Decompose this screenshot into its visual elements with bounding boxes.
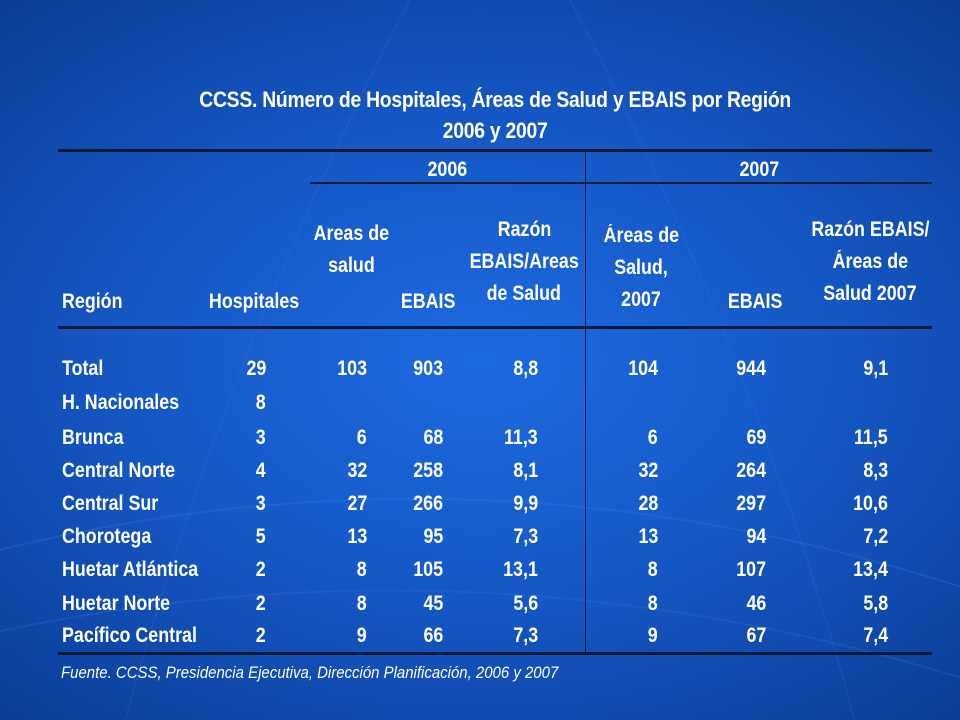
cell-ebais-2007: 94 <box>746 525 766 548</box>
cell-hospitales: 2 <box>256 624 266 647</box>
cell-razon-2006: 5,6 <box>513 592 538 615</box>
cell-areas-2007: 6 <box>648 426 658 449</box>
cell-razon-2007: 7,4 <box>863 624 888 647</box>
year-rule <box>310 182 932 184</box>
cell-razon-2007: 9,1 <box>863 357 888 380</box>
cell-areas-2006: 103 <box>337 357 367 380</box>
cell-hospitales: 2 <box>256 558 266 581</box>
cell-ebais-2007 <box>700 386 766 419</box>
cell-ebais-2006: 258 <box>413 459 443 482</box>
cell-ebais-2006: 68 <box>423 426 443 449</box>
cell-razon-2006: 9,9 <box>513 492 538 515</box>
cell-razon-2006: 7,3 <box>513 624 538 647</box>
cell-ebais-2006: 266 <box>413 492 443 515</box>
cell-region: Huetar Atlántica <box>62 558 199 581</box>
cell-razon-2007: 11,5 <box>854 426 888 449</box>
cell-areas-2006: 6 <box>357 426 367 449</box>
cell-razon-2007: 5,8 <box>863 592 888 615</box>
cell-areas-2007: 104 <box>628 357 658 380</box>
cell-ebais-2007: 67 <box>746 624 766 647</box>
cell-hospitales: 2 <box>256 592 266 615</box>
column-header-ebais-2006: EBAIS <box>400 290 456 313</box>
source-note: Fuente. CCSS, Presidencia Ejecutiva, Dir… <box>61 663 559 682</box>
cell-hospitales: 3 <box>256 426 266 449</box>
year-divider <box>585 151 586 653</box>
cell-region: Total <box>62 357 104 380</box>
cell-razon-2007: 13,4 <box>853 558 888 581</box>
cell-areas-2006: 8 <box>357 592 367 615</box>
table-subtitle: 2006 y 2007 <box>442 118 548 143</box>
table-title: CCSS. Número de Hospitales, Áreas de Sal… <box>199 87 791 112</box>
cell-areas-2006: 32 <box>347 459 367 482</box>
cell-hospitales: 3 <box>256 492 266 515</box>
cell-region: H. Nacionales <box>62 391 180 414</box>
cell-razon-2006 <box>470 386 538 419</box>
cell-ebais-2006: 105 <box>413 558 443 581</box>
cell-ebais-2006: 903 <box>413 357 443 380</box>
cell-areas-2007: 13 <box>638 525 658 548</box>
cell-areas-2007 <box>590 386 658 419</box>
cell-hospitales: 5 <box>256 525 266 548</box>
cell-region: Central Sur <box>62 492 159 515</box>
cell-ebais-2006 <box>380 386 443 419</box>
cell-region: Chorotega <box>62 525 152 548</box>
cell-areas-2006 <box>300 386 367 419</box>
cell-areas-2006: 8 <box>357 558 367 581</box>
bottom-rule <box>58 652 932 655</box>
cell-razon-2006: 7,3 <box>513 525 538 548</box>
cell-razon-2007: 7,2 <box>863 525 888 548</box>
cell-region: Brunca <box>62 426 124 449</box>
year-header-2007: 2007 <box>739 158 779 181</box>
cell-areas-2007: 32 <box>638 459 658 482</box>
cell-razon-2007: 8,3 <box>863 459 888 482</box>
cell-region: Huetar Norte <box>62 592 171 615</box>
column-header-ebais-2007: EBAIS <box>727 290 783 313</box>
cell-razon-2006: 13,1 <box>503 558 538 581</box>
cell-areas-2007: 28 <box>638 492 658 515</box>
cell-areas-2006: 27 <box>347 492 367 515</box>
cell-areas-2006: 13 <box>347 525 367 548</box>
cell-razon-2007 <box>820 386 888 419</box>
cell-ebais-2007: 69 <box>746 426 766 449</box>
header-rule <box>58 326 932 329</box>
column-header-hospitales: Hospitales <box>208 290 299 313</box>
top-rule <box>58 149 932 152</box>
cell-hospitales: 29 <box>246 357 266 380</box>
cell-ebais-2007: 297 <box>736 492 766 515</box>
cell-razon-2006: 8,8 <box>513 357 538 380</box>
cell-razon-2006: 11,3 <box>504 426 538 449</box>
column-header-razon-2006: Razón EBAIS/Areas de Salud <box>469 218 579 305</box>
column-header-razon-2007: Razón EBAIS/ Áreas de Salud 2007 <box>810 218 930 305</box>
cell-ebais-2006: 45 <box>423 592 443 615</box>
cell-areas-2007: 9 <box>648 624 658 647</box>
cell-areas-2007: 8 <box>648 558 658 581</box>
cell-areas-2006: 9 <box>357 624 367 647</box>
column-header-areas-2006: Areas de salud <box>313 222 389 277</box>
cell-ebais-2006: 95 <box>423 525 443 548</box>
cell-region: Pacífico Central <box>62 624 197 647</box>
cell-ebais-2007: 107 <box>736 558 766 581</box>
cell-razon-2007: 10,6 <box>853 492 888 515</box>
cell-hospitales: 4 <box>256 459 266 482</box>
cell-ebais-2006: 66 <box>423 624 443 647</box>
cell-razon-2006: 8,1 <box>513 459 538 482</box>
cell-ebais-2007: 46 <box>746 592 766 615</box>
cell-ebais-2007: 944 <box>736 357 766 380</box>
cell-areas-2007: 8 <box>648 592 658 615</box>
cell-hospitales: 8 <box>256 391 266 414</box>
column-header-region: Región <box>62 290 123 313</box>
column-header-areas-2007: Áreas de Salud, 2007 <box>603 224 679 311</box>
cell-region: Central Norte <box>62 459 176 482</box>
cell-ebais-2007: 264 <box>736 459 766 482</box>
year-header-2006: 2006 <box>427 158 468 181</box>
